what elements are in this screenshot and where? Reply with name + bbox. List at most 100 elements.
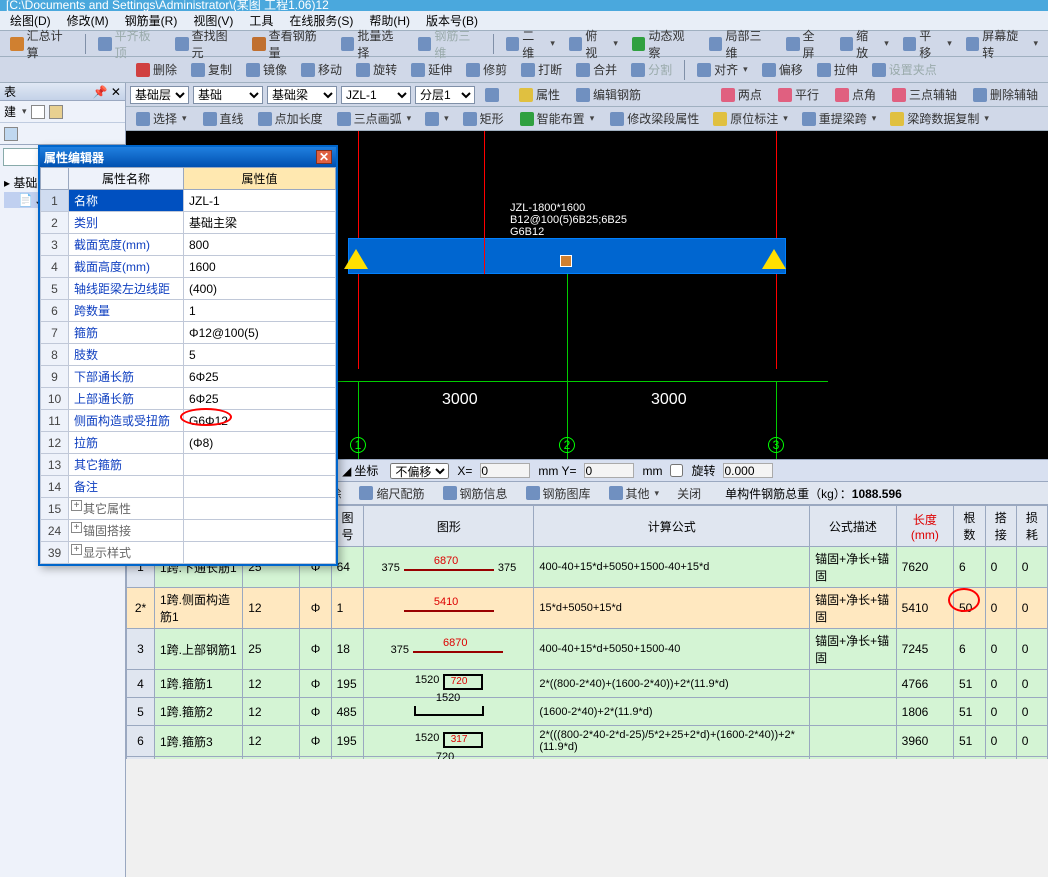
cell-shape[interactable]: 3756870375 <box>364 547 534 588</box>
2pt-button[interactable]: 两点 <box>715 84 768 105</box>
extend-button[interactable]: 延伸 <box>405 59 458 80</box>
rotate-check[interactable] <box>670 464 683 477</box>
span-copy-button[interactable]: 梁跨数据复制▾ <box>884 108 995 129</box>
prop-value[interactable]: 基础主梁 <box>184 212 336 234</box>
prop-value[interactable] <box>184 520 336 542</box>
other-button[interactable]: 其他▾ <box>603 483 666 504</box>
cell-desc[interactable] <box>810 757 897 760</box>
cell-name[interactable]: 1跨.拉筋1 <box>155 757 243 760</box>
cell-lap[interactable]: 0 <box>985 670 1016 698</box>
cell-lap[interactable]: 0 <box>985 588 1016 629</box>
prop-value[interactable] <box>184 542 336 564</box>
table-row[interactable]: 61跨.箍筋312Φ1951520 3172*(((800-2*40-2*d-2… <box>127 726 1048 757</box>
property-row[interactable]: 5轴线距梁左边线距(400) <box>41 278 336 300</box>
table-row[interactable]: 41跨.箍筋112Φ1951520 7202*((800-2*40)+(1600… <box>127 670 1048 698</box>
reset-span-button[interactable]: 重提梁跨▾ <box>796 108 883 129</box>
cell-len[interactable]: 1806 <box>896 698 953 726</box>
copy-tree-icon[interactable] <box>49 105 63 119</box>
cell-name[interactable]: 1跨.箍筋2 <box>155 698 243 726</box>
sum-calc-button[interactable]: 汇总计算 <box>4 25 79 63</box>
cell-name[interactable]: 1跨.上部钢筋1 <box>155 629 243 670</box>
find-elem-button[interactable]: 查找图元 <box>169 25 244 63</box>
cell-shape[interactable]: 720 <box>364 757 534 760</box>
property-row[interactable]: 12拉筋(Φ8) <box>41 432 336 454</box>
property-row[interactable]: 10上部通长筋6Φ25 <box>41 388 336 410</box>
stretch-button[interactable]: 拉伸 <box>811 59 864 80</box>
close-icon[interactable]: ✕ <box>316 150 332 164</box>
cell-len[interactable]: 3960 <box>896 726 953 757</box>
name-select[interactable]: JZL-1 <box>341 86 411 104</box>
cell-len[interactable]: 5410 <box>896 588 953 629</box>
prop-value[interactable] <box>184 454 336 476</box>
small-tool[interactable]: ▾ <box>419 110 455 128</box>
smart-place-button[interactable]: 智能布置▾ <box>514 108 601 129</box>
line-tool[interactable]: 直线 <box>197 108 250 129</box>
cell-desc[interactable] <box>810 670 897 698</box>
col-loss[interactable]: 损耗 <box>1016 506 1047 547</box>
cell-grade[interactable]: Φ <box>300 588 331 629</box>
property-row[interactable]: 4截面高度(mm)1600 <box>41 256 336 278</box>
merge-button[interactable]: 合并 <box>570 59 623 80</box>
rotate-input[interactable] <box>723 463 773 478</box>
parallel-button[interactable]: 平行 <box>772 84 825 105</box>
cell-lap[interactable]: 0 <box>985 547 1016 588</box>
select-tool[interactable]: 选择▾ <box>130 108 193 129</box>
attr-button[interactable]: 属性 <box>513 84 566 105</box>
offset-mode-select[interactable]: 不偏移 <box>390 463 449 479</box>
cell-dia[interactable]: 12 <box>243 698 300 726</box>
pan-button[interactable]: 平移▾ <box>897 25 958 63</box>
prop-value[interactable]: JZL-1 <box>184 190 336 212</box>
cell-desc[interactable] <box>810 726 897 757</box>
midpoint-marker[interactable] <box>560 255 572 267</box>
cell-len[interactable]: 7620 <box>896 547 953 588</box>
prop-value[interactable]: G6Φ12 <box>184 410 336 432</box>
property-row[interactable]: 14备注 <box>41 476 336 498</box>
split-button[interactable]: 分割 <box>625 59 678 80</box>
cell-shape[interactable]: 3756870 <box>364 629 534 670</box>
move-button[interactable]: 移动 <box>295 59 348 80</box>
cell-lap[interactable]: 0 <box>985 698 1016 726</box>
property-row[interactable]: 1名称JZL-1 <box>41 190 336 212</box>
floor-select[interactable]: 分层1 <box>415 86 475 104</box>
table-row[interactable]: 71跨.拉筋18Φ485720(800-2*40)+2*(11.9*d)9107… <box>127 757 1048 760</box>
cell-grade[interactable]: Φ <box>300 726 331 757</box>
cell-count[interactable]: 51 <box>954 698 986 726</box>
cell-lap[interactable]: 0 <box>985 726 1016 757</box>
cell-formula[interactable]: 2*((800-2*40)+(1600-2*40))+2*(11.9*d) <box>534 670 810 698</box>
offset-button[interactable]: 偏移 <box>756 59 809 80</box>
cell-grade[interactable]: Φ <box>300 757 331 760</box>
cell-grade[interactable]: Φ <box>300 698 331 726</box>
filter-icon[interactable] <box>4 127 18 141</box>
cell-formula[interactable]: 2*(((800-2*40-2*d-25)/5*2+25+2*d)+(1600-… <box>534 726 810 757</box>
cell-loss[interactable]: 0 <box>1016 726 1047 757</box>
3pt-axis-button[interactable]: 三点辅轴 <box>886 84 963 105</box>
cell-name[interactable]: 1跨.箍筋3 <box>155 726 243 757</box>
orig-label-button[interactable]: 原位标注▾ <box>707 108 794 129</box>
arc3-tool[interactable]: 三点画弧▾ <box>331 108 418 129</box>
snap-coord[interactable]: ◢ 坐标 <box>338 462 382 479</box>
cell-lap[interactable]: 0 <box>985 629 1016 670</box>
coord-y-input[interactable] <box>584 463 634 478</box>
property-row[interactable]: 24锚固搭接 <box>41 520 336 542</box>
table-row[interactable]: 2*1跨.侧面构造筋112Φ1541015*d+5050+15*d锚固+净长+锚… <box>127 588 1048 629</box>
cell-grade[interactable]: Φ <box>300 629 331 670</box>
cell-len[interactable]: 7245 <box>896 629 953 670</box>
cell-formula[interactable]: 400-40+15*d+5050+1500-40+15*d <box>534 547 810 588</box>
cell-dia[interactable]: 8 <box>243 757 300 760</box>
property-row[interactable]: 13其它箍筋 <box>41 454 336 476</box>
cell-formula[interactable]: 400-40+15*d+5050+1500-40 <box>534 629 810 670</box>
col-formula[interactable]: 计算公式 <box>534 506 810 547</box>
cell-shapeno[interactable]: 195 <box>331 726 364 757</box>
cell-loss[interactable]: 0 <box>1016 698 1047 726</box>
cell-loss[interactable]: 0 <box>1016 757 1047 760</box>
cell-dia[interactable]: 12 <box>243 588 300 629</box>
cell-shape[interactable]: 5410 <box>364 588 534 629</box>
type-select[interactable]: 基础梁 <box>267 86 337 104</box>
property-row[interactable]: 6跨数量1 <box>41 300 336 322</box>
fullscreen-button[interactable]: 全屏 <box>780 25 832 63</box>
cell-count[interactable]: 51 <box>954 670 986 698</box>
coord-x-input[interactable] <box>480 463 530 478</box>
cell-name[interactable]: 1跨.侧面构造筋1 <box>155 588 243 629</box>
property-row[interactable]: 11侧面构造或受扭筋G6Φ12 <box>41 410 336 432</box>
cell-shapeno[interactable]: 485 <box>331 757 364 760</box>
